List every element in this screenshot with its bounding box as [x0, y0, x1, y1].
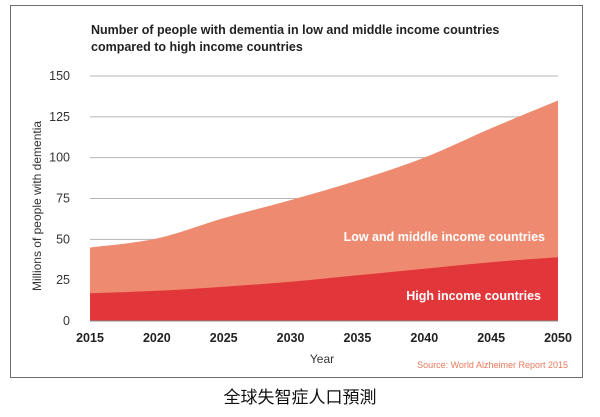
x-tick-label-2050: 2050 [544, 331, 572, 345]
x-tick-label-2025: 2025 [210, 331, 238, 345]
y-axis-ticks: 0 25 50 75 100 125 150 [49, 69, 70, 328]
y-axis-label: Millions of people with dementia [30, 121, 44, 291]
figure-caption: 全球失智症人口預測 [223, 388, 377, 408]
y-tick-label-100: 100 [49, 151, 70, 165]
area-chart: 0 25 50 75 100 125 150 2015 2020 2025 2030 2035 204… [30, 23, 572, 370]
y-tick-label-125: 125 [49, 110, 70, 124]
y-tick-label-0: 0 [63, 314, 70, 328]
y-tick-label-25: 25 [56, 273, 70, 287]
x-tick-label-2020: 2020 [143, 331, 171, 345]
x-tick-label-2030: 2030 [277, 331, 305, 345]
x-tick-label-2015: 2015 [76, 331, 104, 345]
plot-areas [90, 100, 558, 322]
area-high-income [90, 257, 558, 321]
y-tick-label-75: 75 [56, 192, 70, 206]
x-tick-label-2045: 2045 [477, 331, 505, 345]
series-label-low-middle-income: Low and middle income countries [344, 230, 545, 244]
x-tick-label-2035: 2035 [344, 331, 372, 345]
x-axis-ticks: 2015 2020 2025 2030 2035 2040 2045 2050 [76, 331, 572, 345]
chart-title-line-1: Number of people with dementia in low an… [91, 23, 499, 37]
area-low-middle-income [90, 100, 558, 321]
x-tick-label-2040: 2040 [410, 331, 438, 345]
x-axis-label: Year [310, 352, 334, 366]
y-tick-label-50: 50 [56, 232, 70, 246]
y-tick-label-150: 150 [49, 69, 70, 83]
chart-title-line-2: compared to high income countries [91, 40, 303, 54]
series-label-high-income: High income countries [406, 289, 541, 303]
chart-frame: 0 25 50 75 100 125 150 2015 2020 2025 2030 2035 204… [10, 5, 583, 378]
source-note: Source: World Alzheimer Report 2015 [417, 360, 568, 370]
